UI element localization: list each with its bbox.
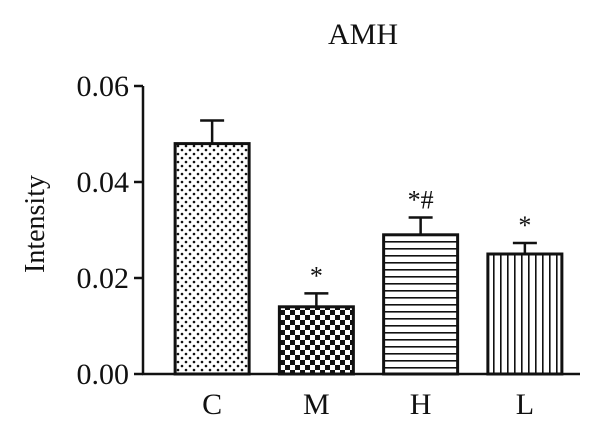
y-tick-label: 0.06 [77, 70, 130, 103]
significance-label: * [518, 211, 531, 240]
chart-title: AMH [328, 18, 398, 51]
x-tick-label: M [303, 388, 330, 421]
y-axis-label: Intensity [20, 175, 51, 273]
significance-label: * [310, 261, 323, 290]
y-ticks: 0.00 0.02 0.04 0.06 [77, 70, 143, 391]
y-tick-label: 0.04 [77, 166, 130, 199]
x-tick-label: L [516, 388, 534, 421]
bars: * *# * [173, 119, 564, 376]
y-tick-label: 0.02 [77, 262, 130, 295]
bar-m [277, 305, 355, 376]
x-tick-label: C [202, 388, 222, 421]
bar-h [382, 233, 460, 376]
bar-l [486, 252, 564, 376]
x-tick-label: H [410, 388, 432, 421]
significance-label: *# [408, 186, 434, 215]
y-tick-label: 0.00 [77, 358, 130, 391]
bar-c [173, 142, 251, 376]
